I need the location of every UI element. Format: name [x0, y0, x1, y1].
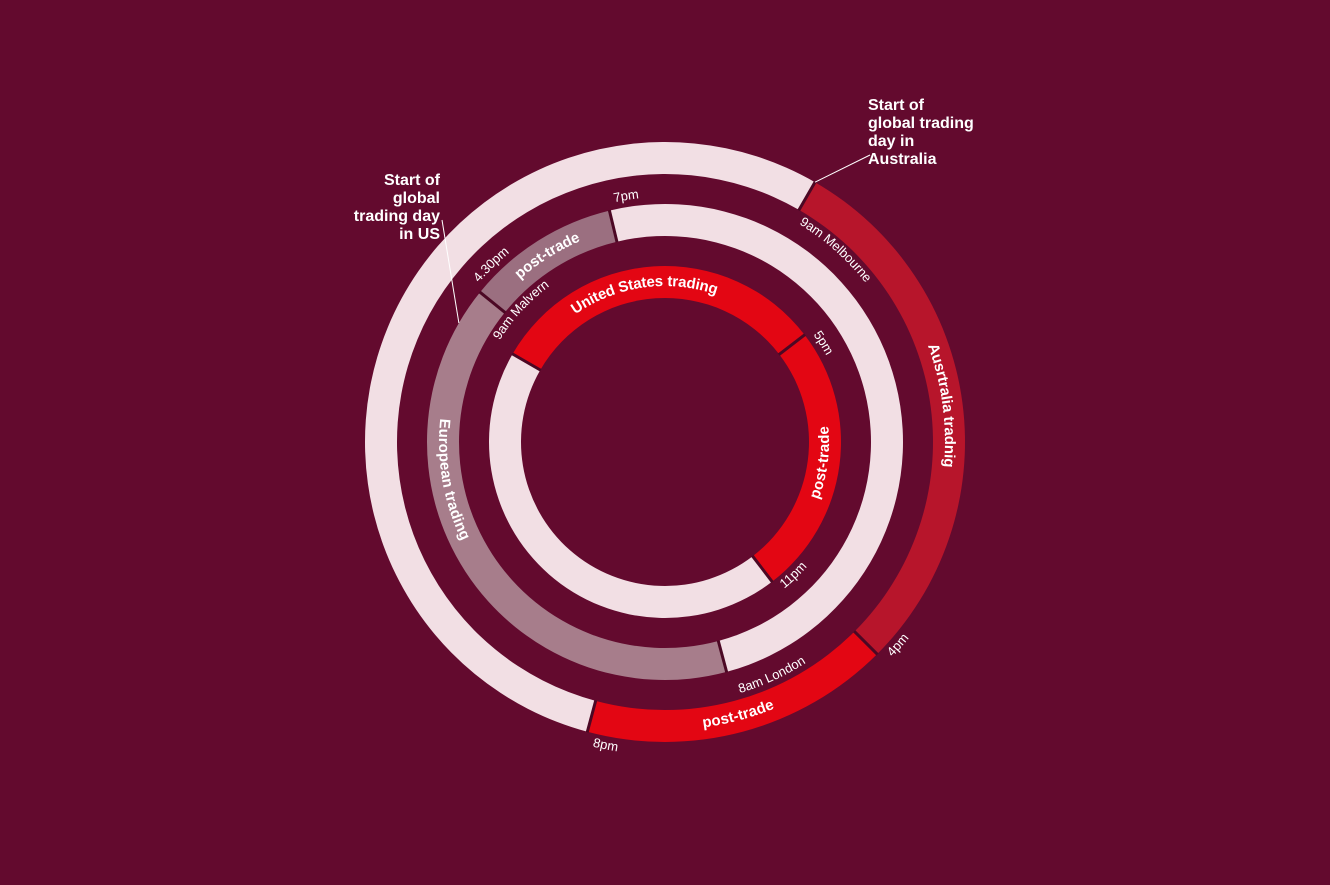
- background: [0, 0, 1330, 885]
- trading-day-radial-chart: Ausrtralia tradnigpost-tradeEuropean tra…: [0, 0, 1330, 885]
